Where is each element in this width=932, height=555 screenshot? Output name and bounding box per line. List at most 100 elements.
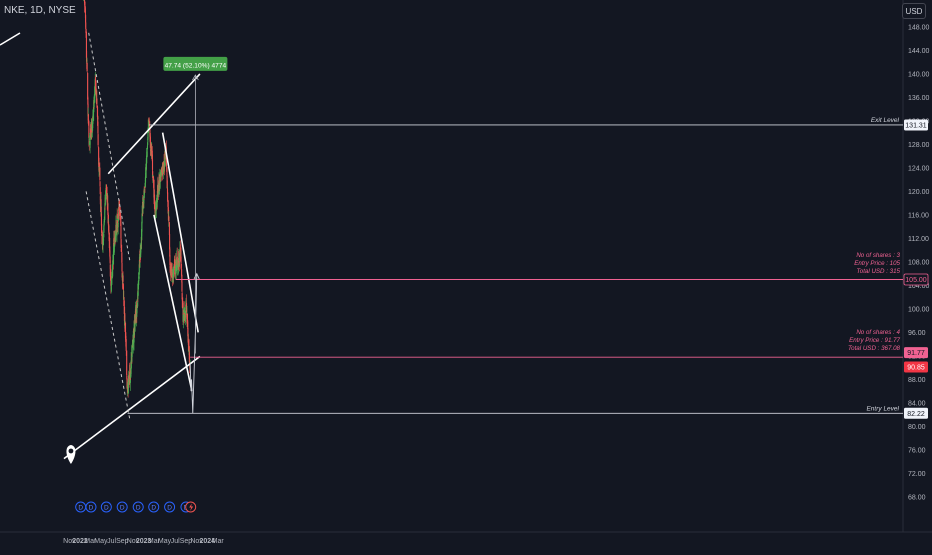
order2-price-tag: 91.77 — [904, 347, 928, 359]
candle-body — [120, 239, 122, 249]
candle-body — [176, 265, 178, 268]
candle-body — [120, 249, 122, 252]
candle-body — [113, 242, 115, 252]
candle — [143, 188, 146, 198]
price-tick-label: 116.00 — [908, 212, 929, 219]
dividend-marker: D — [132, 501, 144, 513]
candle-body — [166, 175, 168, 189]
earnings-marker — [185, 501, 197, 513]
last-price-tag: 90.85 — [904, 361, 928, 373]
candle-body — [146, 151, 148, 156]
measure-label-text: 47.74 (52.10%) 4774 — [165, 62, 227, 69]
candle-body — [150, 149, 152, 151]
candle-body — [104, 207, 106, 220]
time-tick-label: Nov — [190, 538, 203, 545]
candle-body — [162, 165, 164, 168]
location-pin-icon — [66, 445, 76, 464]
candle-body — [152, 174, 154, 176]
candle-body — [138, 279, 140, 281]
time-tick-label: Nov — [127, 538, 140, 545]
price-tick-label: 144.00 — [908, 48, 930, 55]
currency-button[interactable]: USD — [902, 3, 926, 19]
candle-body — [164, 157, 166, 166]
candle-body — [107, 203, 109, 215]
dividend-marker-circle — [100, 501, 112, 513]
candle-body — [175, 265, 177, 274]
candle-body — [149, 137, 151, 149]
candle-body — [124, 322, 127, 339]
old-trendline-stub — [0, 32, 21, 46]
price-tick-label: 84.00 — [908, 400, 926, 407]
entry-price-tag: 82.22 — [904, 407, 928, 419]
time-tick-label: May — [94, 538, 108, 545]
pin-hole — [68, 448, 74, 454]
dividend-marker: D — [148, 501, 160, 513]
dividend-marker: D — [100, 501, 112, 513]
candle-body — [90, 131, 92, 133]
candle-body — [145, 167, 147, 178]
candle-body — [87, 72, 89, 100]
candle — [87, 72, 89, 100]
candle-body — [157, 184, 159, 193]
candle-body — [98, 164, 100, 167]
candle-body — [187, 340, 189, 346]
channel-upper — [161, 132, 199, 333]
lower-trendline — [63, 355, 201, 460]
candle-body — [84, 1, 86, 5]
candle-body — [148, 121, 150, 127]
dividend-marker-circle — [132, 501, 144, 513]
candle-body — [125, 337, 127, 339]
time-tick-label: 2024 — [199, 538, 215, 545]
candle-body — [87, 114, 89, 124]
order1-price-tag-text: 105.00 — [905, 277, 927, 284]
dividend-marker-letter: D — [104, 504, 109, 511]
upper-trendline — [107, 73, 201, 175]
time-tick-label: Mar — [148, 538, 161, 545]
candle-body — [85, 31, 87, 58]
exit-price-tag: 131.31 — [904, 119, 928, 131]
candle-body — [168, 222, 170, 236]
time-tick-label: Sep — [116, 538, 129, 545]
candle-body — [98, 147, 100, 165]
price-tick-label: 108.00 — [908, 259, 930, 266]
candle-body — [161, 168, 163, 173]
candle — [99, 162, 101, 184]
candle — [172, 268, 174, 283]
candle-body — [121, 262, 123, 272]
candle-body — [109, 237, 111, 251]
candle-body — [121, 252, 123, 263]
dividend-marker: D — [75, 501, 87, 513]
candle — [180, 252, 182, 271]
candle-body — [92, 110, 94, 117]
candle — [185, 308, 187, 322]
candle-body — [134, 323, 136, 328]
candle-body — [188, 352, 191, 360]
candle-body — [103, 221, 105, 225]
order2-annotation-line-2: Entry Price : 91.77 — [849, 337, 900, 344]
candle-body — [148, 117, 150, 124]
candle-body — [122, 275, 124, 282]
symbol-label[interactable]: NKE, 1D, NYSE — [4, 5, 76, 16]
candle — [158, 174, 160, 192]
candle-body — [130, 360, 132, 374]
order1-annotation-line-3: Total USD : 315 — [857, 268, 901, 275]
candle-body — [144, 177, 147, 183]
candle-body — [99, 181, 101, 187]
candle — [137, 272, 139, 297]
candle-body — [164, 151, 166, 155]
candle-body — [185, 310, 187, 315]
candle-body — [125, 339, 127, 351]
price-tick-label: 136.00 — [908, 95, 930, 102]
order1-price-tag-bg — [903, 273, 929, 286]
candle-body — [123, 300, 125, 314]
order1-price-tag: 105.00 — [903, 273, 929, 286]
entry-price-tag-bg — [904, 407, 928, 419]
price-tick-label: 104.00 — [908, 283, 930, 290]
candle-body — [126, 375, 128, 380]
candle-body — [92, 115, 94, 124]
